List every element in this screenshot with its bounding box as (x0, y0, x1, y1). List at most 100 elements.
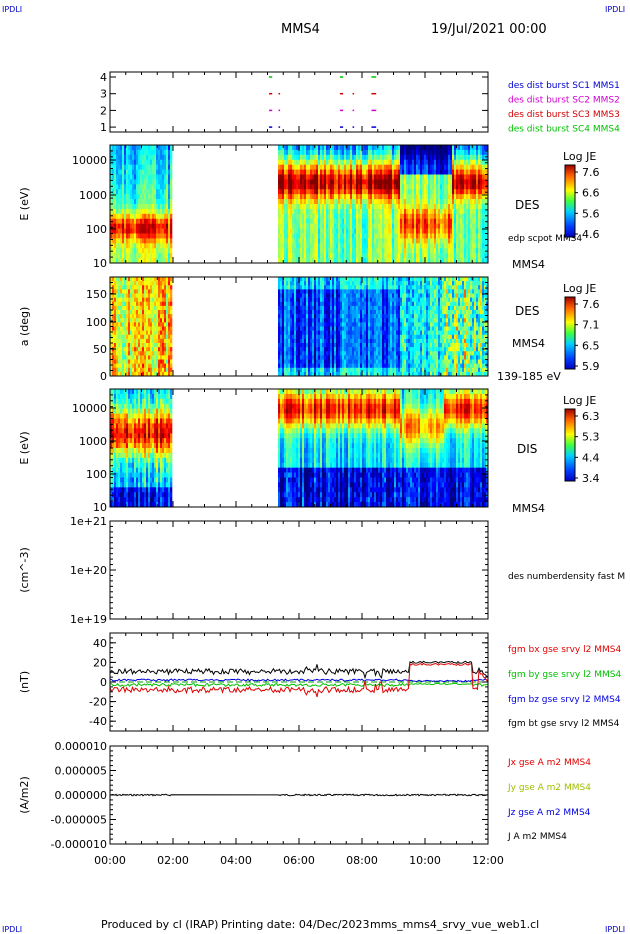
spectrogram-cell (152, 174, 155, 180)
spectrogram-cell (446, 179, 449, 185)
spectrogram-cell (432, 149, 435, 156)
spectrogram-cell (468, 169, 471, 175)
spectrogram-cell (112, 154, 115, 161)
spectrogram-cell (302, 253, 305, 259)
spectrogram-cell (294, 189, 297, 195)
spectrogram-cell (318, 355, 321, 360)
spectrogram-cell (326, 149, 329, 156)
spectrogram-cell (454, 223, 457, 229)
spectrogram-cell (330, 293, 333, 298)
spectrogram-cell (116, 281, 119, 286)
spectrogram-cell (288, 314, 291, 319)
spectrogram-cell (442, 253, 445, 259)
spectrogram-cell (146, 213, 149, 220)
spectrogram-cell (314, 223, 317, 229)
spectrogram-cell (400, 213, 403, 220)
spectrogram-cell (148, 318, 151, 323)
spectrogram-cell (458, 213, 461, 220)
spectrogram-cell (166, 363, 169, 369)
spectrogram-cell (114, 343, 117, 348)
spectrogram-cell (116, 367, 119, 373)
spectrogram-cell (378, 194, 381, 200)
spectrogram-cell (302, 204, 305, 210)
spectrogram-cell (152, 351, 155, 356)
spectrogram-cell (168, 359, 171, 364)
spectrogram-cell (162, 330, 165, 336)
spectrogram-cell (136, 213, 139, 220)
spectrogram-cell (284, 243, 287, 249)
spectrogram-cell (284, 310, 287, 315)
spectrogram-cell (126, 351, 129, 356)
spectrogram-cell (118, 285, 121, 290)
spectrogram-cell (120, 338, 123, 344)
spectrogram-cell (114, 145, 117, 151)
spectrogram-cell (466, 174, 469, 180)
spectrogram-cell (434, 154, 437, 161)
spectrogram-cell (116, 149, 119, 156)
spectrogram-cell (324, 208, 327, 215)
spectrogram-cell (436, 218, 439, 224)
spectrogram-cell (312, 238, 315, 244)
spectrogram-cell (296, 359, 299, 364)
spectrogram-cell (160, 213, 163, 220)
spectrogram-cell (284, 213, 287, 220)
spectrogram-cell (366, 145, 369, 151)
spectrogram-cell (444, 169, 447, 175)
spectrogram-cell (306, 233, 309, 239)
spectrogram-cell (116, 258, 119, 264)
spectrogram-cell (124, 164, 127, 170)
spectrogram-cell (116, 213, 119, 220)
spectrogram-cell (326, 248, 329, 254)
spectrogram-cell (122, 154, 125, 161)
spectrogram-cell (340, 218, 343, 224)
spectrogram-cell (388, 248, 391, 254)
spectrogram-cell (368, 179, 371, 185)
spectrogram-cell (350, 248, 353, 254)
spectrogram-cell (312, 355, 315, 360)
spectrogram-cell (120, 213, 123, 220)
spectrogram-cell (296, 347, 299, 352)
spectrogram-cell (128, 347, 131, 352)
spectrogram-cell (356, 213, 359, 220)
spectrogram-cell (442, 238, 445, 244)
spectrogram-cell (116, 174, 119, 180)
spectrogram-cell (142, 164, 145, 170)
spectrogram-cell (306, 223, 309, 229)
spectrogram-cell (164, 297, 167, 303)
spectrogram-cell (402, 145, 405, 151)
spectrogram-cell (482, 233, 485, 239)
spectrogram-cell (432, 154, 435, 161)
spectrogram-cell (298, 338, 301, 344)
spectrogram-cell (332, 243, 335, 249)
spectrogram-cell (368, 164, 371, 170)
spectrogram-cell (478, 179, 481, 185)
spectrogram-cell (426, 164, 429, 170)
spectrogram-cell (324, 213, 327, 220)
spectrogram-cell (114, 184, 117, 190)
spectrogram-cell (312, 293, 315, 298)
spectrogram-cell (148, 355, 151, 360)
spectrogram-cell (448, 199, 451, 205)
spectrogram-cell (308, 204, 311, 210)
spectrogram-cell (444, 184, 447, 190)
spectrogram-cell (146, 351, 149, 356)
spectrogram-cell (294, 208, 297, 215)
spectrogram-cell (164, 301, 167, 307)
spectrogram-cell (486, 228, 489, 234)
spectrogram-cell (304, 238, 307, 244)
spectrogram-cell (388, 169, 391, 175)
spectrogram-cell (418, 208, 421, 215)
spectrogram-cell (430, 243, 433, 249)
spectrogram-cell (162, 297, 165, 303)
spectrogram-cell (280, 293, 283, 298)
spectrogram-cell (310, 343, 313, 348)
spectrogram-cell (290, 371, 293, 377)
spectrogram-cell (136, 184, 139, 190)
spectrogram-cell (470, 243, 473, 249)
spectrogram-cell (350, 194, 353, 200)
spectrogram-cell (316, 371, 319, 377)
spectrogram-cell (116, 305, 119, 311)
spectrogram-cell (152, 277, 155, 282)
spectrogram-cell (360, 184, 363, 190)
spectrogram-cell (120, 189, 123, 195)
